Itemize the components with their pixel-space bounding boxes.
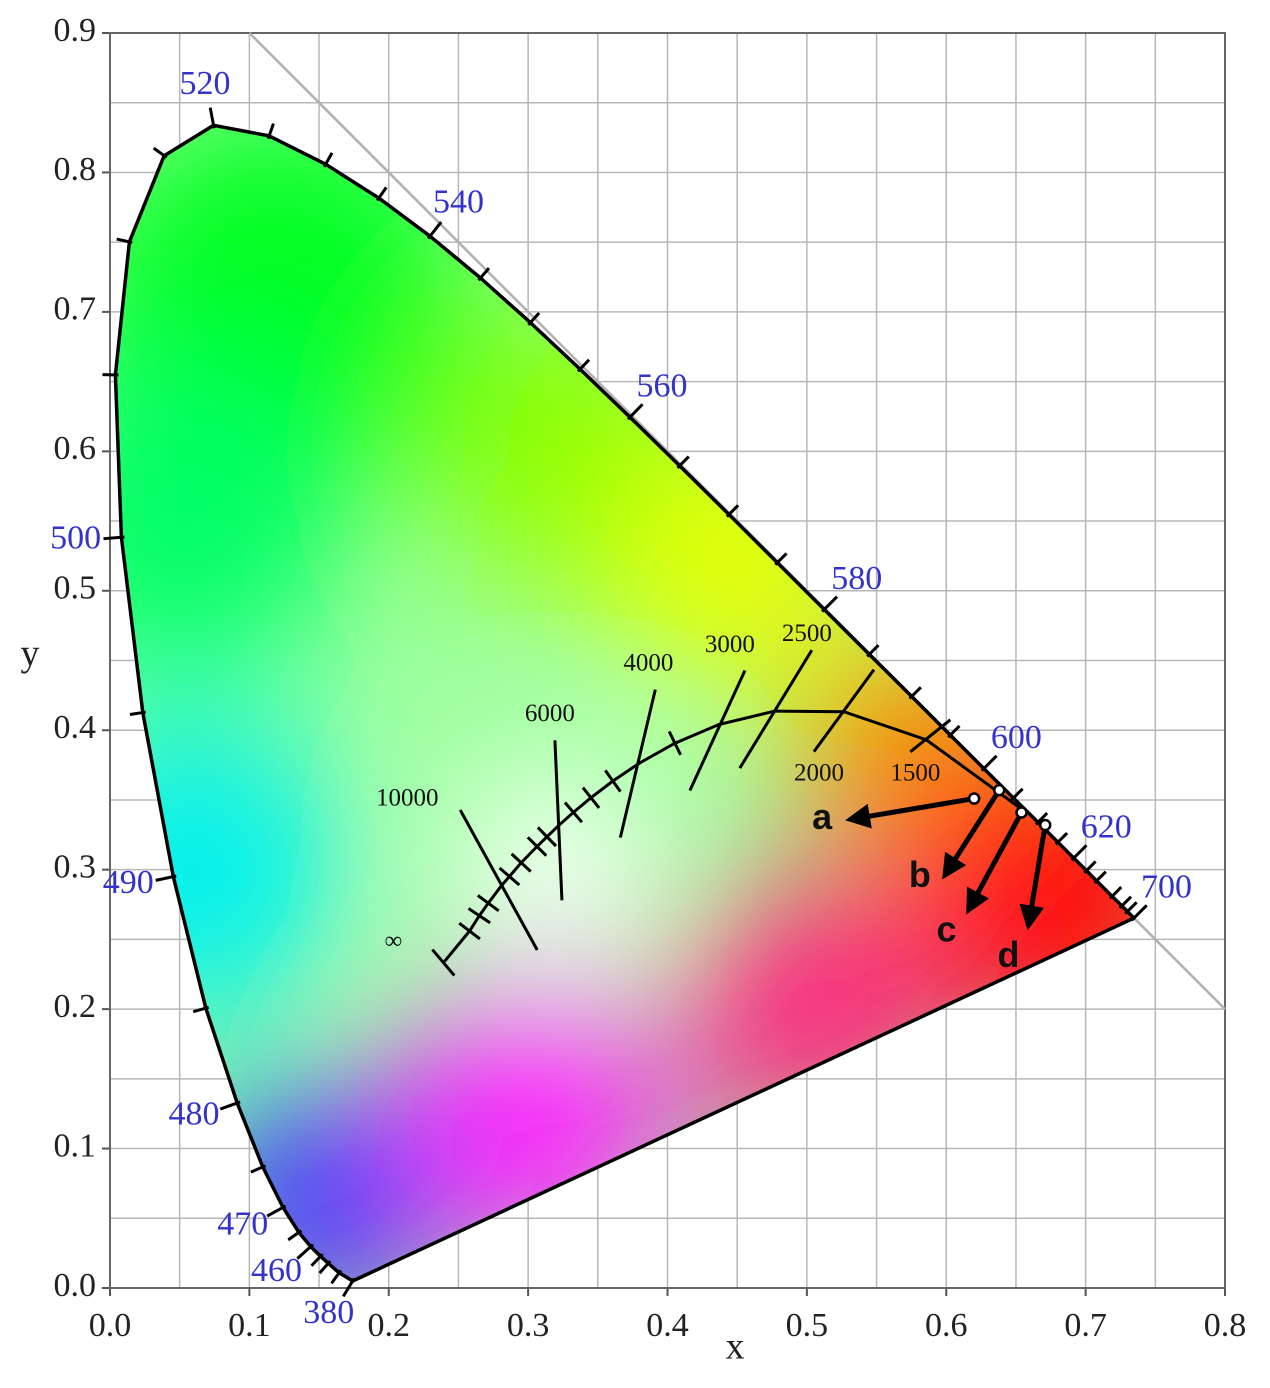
locus-tick [1120,897,1131,908]
fill-white [456,770,656,970]
cct-label: ∞ [384,927,402,954]
marker-point [969,794,979,804]
locus-tick [1125,902,1136,913]
y-tick-label: 0.4 [54,709,97,746]
x-tick-label: 0.2 [368,1307,411,1344]
locus-tick [628,404,643,419]
locus-tick [320,1261,331,1273]
y-tick-label: 0.6 [54,430,97,467]
locus-tick [311,1254,322,1266]
marker-label: c [937,909,957,950]
locus-tick [1110,887,1121,898]
y-axis-label: y [21,633,40,675]
cct-label: 2500 [782,620,832,647]
locus-tick [428,222,441,239]
cct-label: 1500 [890,760,940,787]
locus-tick [154,148,167,157]
wavelength-label: 470 [217,1206,268,1243]
x-tick-label: 0.4 [646,1307,689,1344]
locus-tick [1095,872,1106,883]
cct-label: 6000 [525,700,575,727]
locus-tick [948,726,959,737]
locus-tick [479,268,489,280]
x-tick-label: 0.0 [89,1307,132,1344]
cct-label: 10000 [376,785,439,812]
wavelength-label: 460 [251,1252,302,1289]
marker-label: b [909,854,931,895]
marker-point [1040,820,1050,830]
x-tick-label: 0.5 [786,1307,829,1344]
y-tick-label: 0.8 [54,151,97,188]
wavelength-label: 560 [637,367,688,404]
wavelength-label: 480 [168,1095,219,1132]
marker-label: a [812,796,833,837]
x-axis-label: x [726,1326,745,1368]
locus-tick [1132,905,1147,920]
wavelength-label: 520 [180,65,231,102]
y-tick-label: 0.9 [54,12,97,49]
wavelength-label: 490 [103,864,154,901]
x-tick-label: 0.1 [228,1307,271,1344]
y-tick-label: 0.5 [54,570,97,607]
wavelength-label: 380 [303,1294,354,1331]
x-tick-label: 0.3 [507,1307,550,1344]
marker-point [1017,807,1027,817]
locus-tick [1072,845,1087,860]
x-tick-label: 0.7 [1064,1307,1107,1344]
marker-label: d [997,934,1019,975]
locus-tick [910,687,921,698]
wavelength-label: 500 [50,519,101,556]
locus-tick [822,597,837,612]
wavelength-label: 540 [433,184,484,221]
wavelength-label: 700 [1141,869,1192,906]
marker-point [994,785,1004,795]
wavelength-label: 620 [1081,809,1132,846]
y-tick-label: 0.2 [54,988,97,1025]
wavelength-label: 580 [831,560,882,597]
y-tick-label: 0.1 [54,1127,97,1164]
x-tick-label: 0.8 [1204,1307,1247,1344]
cct-label: 3000 [705,631,755,658]
locus-tick [982,756,997,771]
x-tick-label: 0.6 [925,1307,968,1344]
cct-label: 2000 [794,759,844,786]
y-tick-label: 0.0 [54,1267,97,1304]
wavelength-label: 600 [991,719,1042,756]
y-tick-label: 0.3 [54,848,97,885]
locus-tick [267,1206,285,1216]
cct-label: 4000 [623,649,673,676]
locus-tick [1011,789,1022,800]
locus-tick [103,537,124,539]
y-tick-label: 0.7 [54,291,97,328]
locus-tick [1056,833,1067,844]
